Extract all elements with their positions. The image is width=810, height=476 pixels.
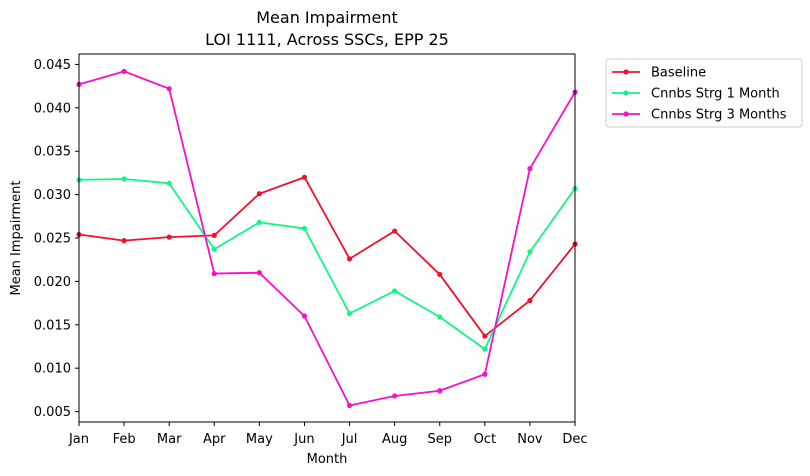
x-tick-label: May: [246, 432, 273, 447]
legend-label: Baseline: [651, 66, 706, 81]
data-point: [256, 219, 262, 225]
data-point: [256, 191, 262, 197]
legend: Baseline Cnnbs Strg 1 Month Cnnbs Strg 3 M…: [605, 58, 803, 128]
y-tick-label: 0.040: [34, 101, 71, 116]
data-point: [482, 333, 488, 339]
data-point: [392, 393, 398, 399]
data-point: [527, 249, 533, 255]
x-tick-label: Aug: [382, 432, 407, 447]
data-point: [482, 346, 488, 352]
y-tick-label: 0.045: [34, 58, 71, 73]
data-point: [301, 313, 308, 319]
x-tick-label: Apr: [203, 432, 226, 447]
series-line: [78, 176, 576, 337]
y-axis-label: Mean Impairment: [9, 181, 24, 296]
data-point: [527, 165, 533, 172]
y-tick-label: 0.005: [34, 405, 71, 420]
data-point: [437, 271, 443, 278]
y-tick-label: 0.020: [34, 275, 71, 290]
y-tick-label: 0.030: [34, 188, 71, 203]
x-axis-label: Month: [307, 452, 348, 467]
data-point: [482, 371, 488, 377]
data-point: [256, 270, 262, 276]
legend-box: [605, 58, 803, 128]
x-tick-label: Dec: [562, 432, 587, 447]
y-tick-label: 0.035: [34, 145, 71, 160]
data-point: [211, 270, 217, 277]
data-point: [392, 288, 398, 294]
series-layer: [76, 68, 578, 409]
chart-subtitle: LOI 1111, Across SSCs, EPP 25: [205, 30, 449, 49]
data-point: [211, 232, 217, 238]
data-point: [121, 238, 127, 244]
data-point: [121, 68, 127, 74]
x-tick-label: Feb: [113, 432, 136, 447]
series-2: [76, 68, 578, 409]
data-point: [346, 310, 353, 317]
axis-ticks: Jan Feb Mar Apr May Jun Jul Aug Sep Oct Nov Dec 0.00…: [34, 58, 588, 447]
data-point: [346, 256, 353, 262]
data-point: [166, 86, 172, 92]
data-point: [437, 314, 443, 320]
y-tick-label: 0.010: [34, 362, 71, 377]
series-line: [78, 178, 576, 350]
y-tick-label: 0.025: [34, 232, 71, 247]
data-point: [166, 180, 172, 186]
legend-swatch-marker: [623, 90, 629, 96]
series-0: [76, 174, 578, 339]
x-tick-label: Oct: [474, 432, 496, 447]
data-point: [346, 402, 353, 409]
series-1: [76, 176, 578, 352]
chart-title: Mean Impairment: [256, 8, 398, 27]
legend-label: Cnnbs Strg 1 Month: [651, 87, 780, 102]
legend-swatch-marker: [623, 111, 629, 117]
series-line: [78, 70, 576, 407]
data-point: [527, 297, 533, 304]
data-point: [392, 228, 398, 234]
legend-swatch-marker: [623, 69, 629, 75]
legend-label: Cnnbs Strg 3 Months: [651, 108, 787, 123]
data-point: [166, 234, 172, 240]
x-tick-label: Sep: [427, 432, 452, 447]
data-point: [437, 388, 443, 394]
data-point: [301, 225, 308, 232]
x-tick-label: Jan: [68, 432, 89, 447]
data-point: [301, 174, 308, 180]
x-tick-label: Nov: [517, 432, 543, 447]
data-point: [121, 176, 127, 182]
y-tick-label: 0.015: [34, 318, 71, 333]
x-tick-label: Jun: [293, 432, 314, 447]
x-tick-label: Mar: [157, 432, 182, 447]
x-tick-label: Jul: [341, 432, 358, 447]
plot-frame: [78, 53, 576, 423]
data-point: [211, 246, 217, 252]
